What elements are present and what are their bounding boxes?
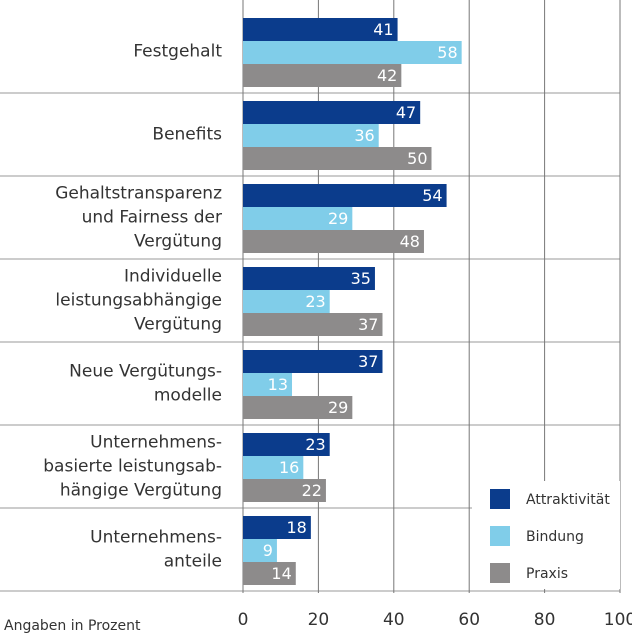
value-label: 18 bbox=[287, 518, 307, 537]
value-label: 48 bbox=[400, 232, 420, 251]
value-label: 37 bbox=[358, 352, 378, 371]
value-label: 35 bbox=[351, 269, 371, 288]
category-label: Neue Vergütungs- bbox=[69, 362, 222, 382]
bar bbox=[243, 456, 304, 479]
bar bbox=[243, 373, 293, 396]
value-label: 41 bbox=[373, 20, 393, 39]
category-label: Festgehalt bbox=[133, 42, 222, 62]
value-label: 16 bbox=[279, 458, 299, 477]
category-label: und Fairness der bbox=[82, 208, 222, 228]
value-label: 23 bbox=[305, 435, 325, 454]
bar bbox=[243, 313, 383, 336]
value-label: 22 bbox=[302, 481, 322, 500]
bar bbox=[243, 350, 383, 373]
bar bbox=[243, 147, 432, 170]
category-label: Vergütung bbox=[134, 232, 222, 252]
value-label: 29 bbox=[328, 209, 348, 228]
value-label: 58 bbox=[437, 43, 457, 62]
category-label: anteile bbox=[164, 552, 222, 572]
x-tick-label: 0 bbox=[238, 610, 249, 630]
legend-swatch bbox=[490, 489, 510, 509]
category-label: Vergütung bbox=[134, 315, 222, 335]
value-label: 23 bbox=[305, 292, 325, 311]
legend-swatch bbox=[490, 526, 510, 546]
value-label: 54 bbox=[422, 186, 442, 205]
bar bbox=[243, 516, 311, 539]
category-label: leistungsabhängige bbox=[55, 291, 222, 311]
value-label: 29 bbox=[328, 398, 348, 417]
bar bbox=[243, 64, 402, 87]
bar bbox=[243, 267, 375, 290]
bar bbox=[243, 539, 277, 562]
category-label: Gehaltstransparenz bbox=[55, 184, 222, 204]
category-label: Benefits bbox=[152, 125, 222, 145]
category-label: Unternehmens- bbox=[90, 433, 222, 453]
value-label: 36 bbox=[354, 126, 374, 145]
bar bbox=[243, 101, 421, 124]
bar bbox=[243, 396, 353, 419]
bar bbox=[243, 479, 326, 502]
bar bbox=[243, 433, 330, 456]
value-label: 42 bbox=[377, 66, 397, 85]
value-label: 14 bbox=[271, 564, 291, 583]
legend-label: Attraktivität bbox=[526, 492, 610, 508]
x-tick-label: 80 bbox=[534, 610, 556, 630]
legend-swatch bbox=[490, 563, 510, 583]
x-tick-label: 60 bbox=[458, 610, 480, 630]
category-label: hängige Vergütung bbox=[60, 481, 222, 501]
bar bbox=[243, 207, 353, 230]
bar bbox=[243, 290, 330, 313]
category-label: Individuelle bbox=[124, 267, 222, 287]
footnote: Angaben in Prozent bbox=[4, 618, 141, 634]
category-label: modelle bbox=[154, 386, 222, 406]
legend-label: Praxis bbox=[526, 566, 568, 582]
value-label: 50 bbox=[407, 149, 427, 168]
category-label: Unternehmens- bbox=[90, 528, 222, 548]
bar bbox=[243, 124, 379, 147]
value-label: 37 bbox=[358, 315, 378, 334]
value-label: 47 bbox=[396, 103, 416, 122]
x-tick-label: 20 bbox=[308, 610, 330, 630]
bar bbox=[243, 562, 296, 585]
bar bbox=[243, 18, 398, 41]
x-tick-label: 100 bbox=[604, 610, 632, 630]
bar bbox=[243, 184, 447, 207]
category-label: basierte leistungsab- bbox=[43, 457, 222, 477]
legend-label: Bindung bbox=[526, 529, 584, 545]
bar bbox=[243, 41, 462, 64]
x-tick-label: 40 bbox=[383, 610, 405, 630]
bar bbox=[243, 230, 424, 253]
value-label: 13 bbox=[268, 375, 288, 394]
value-label: 9 bbox=[263, 541, 273, 560]
